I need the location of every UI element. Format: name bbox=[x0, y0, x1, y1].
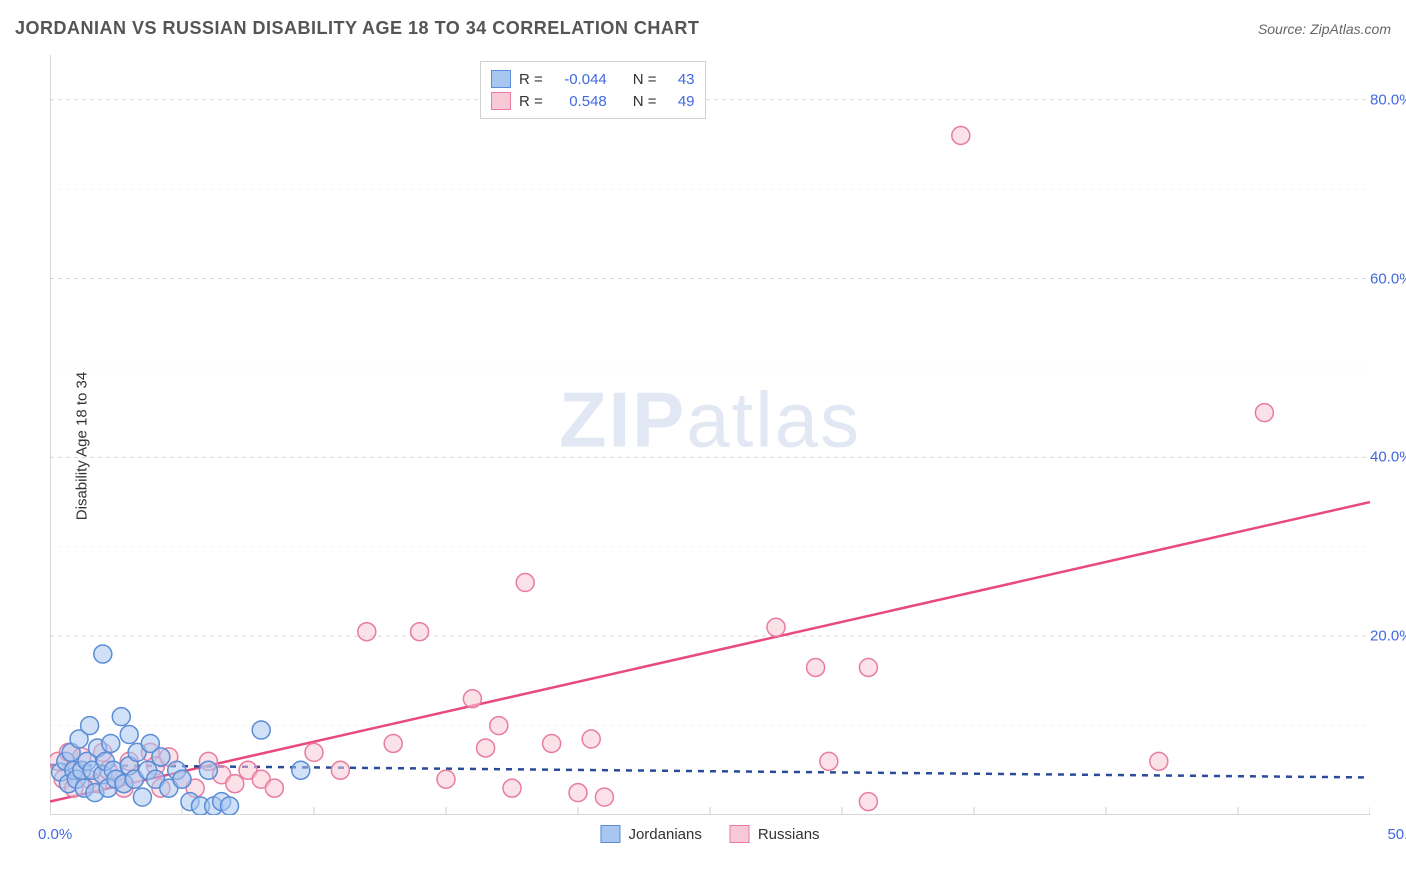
y-tick-label: 60.0% bbox=[1370, 270, 1406, 287]
legend-label-jordanians: Jordanians bbox=[628, 826, 701, 843]
r-label: R = bbox=[519, 71, 543, 88]
swatch-russians bbox=[730, 825, 750, 843]
bottom-legend: Jordanians Russians bbox=[600, 825, 819, 843]
scatter-plot bbox=[50, 55, 1370, 815]
r-label: R = bbox=[519, 93, 543, 110]
y-tick-label: 20.0% bbox=[1370, 628, 1406, 645]
swatch-jordanians bbox=[600, 825, 620, 843]
y-tick-label: 80.0% bbox=[1370, 91, 1406, 108]
x-axis-max: 50.0% bbox=[1387, 826, 1406, 843]
swatch-russians bbox=[491, 92, 511, 110]
stats-row-russians: R = 0.548 N = 49 bbox=[491, 90, 695, 112]
swatch-jordanians bbox=[491, 70, 511, 88]
x-axis-min: 0.0% bbox=[38, 826, 72, 843]
legend-item-russians: Russians bbox=[730, 825, 820, 843]
stats-legend-box: R = -0.044 N = 43 R = 0.548 N = 49 bbox=[480, 61, 706, 119]
legend-item-jordanians: Jordanians bbox=[600, 825, 701, 843]
stats-row-jordanians: R = -0.044 N = 43 bbox=[491, 68, 695, 90]
r-value-russians: 0.548 bbox=[551, 93, 607, 110]
legend-label-russians: Russians bbox=[758, 826, 820, 843]
source-attribution: Source: ZipAtlas.com bbox=[1258, 21, 1391, 37]
n-value-russians: 49 bbox=[665, 93, 695, 110]
y-tick-label: 40.0% bbox=[1370, 449, 1406, 466]
chart-area: ZIPatlas R = -0.044 N = 43 R = 0.548 N =… bbox=[50, 55, 1370, 815]
n-label: N = bbox=[633, 93, 657, 110]
n-label: N = bbox=[633, 71, 657, 88]
r-value-jordanians: -0.044 bbox=[551, 71, 607, 88]
page-title: JORDANIAN VS RUSSIAN DISABILITY AGE 18 T… bbox=[15, 18, 699, 39]
n-value-jordanians: 43 bbox=[665, 71, 695, 88]
